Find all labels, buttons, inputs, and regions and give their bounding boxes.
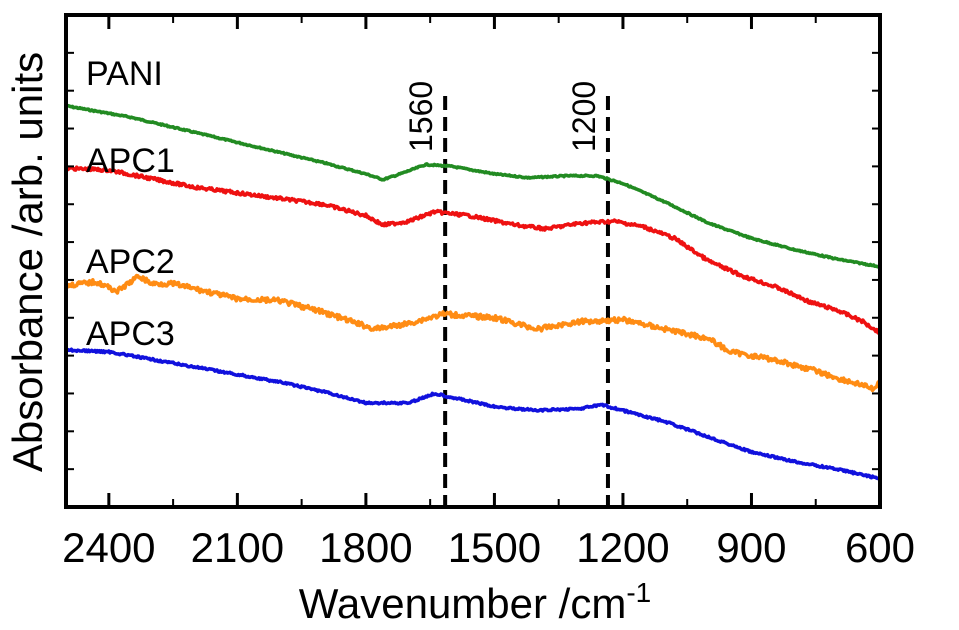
series-label-pani: PANI (86, 55, 163, 93)
x-axis-title: Wavenumber /cm-1 (299, 577, 651, 627)
label-layer: 2400 2100 1800 1500 1200 900 600 1560 1200 PANI AP… (62, 55, 915, 571)
y-axis-title: Absorbance /arb. units (4, 52, 51, 472)
series-line-apc3 (64, 347, 881, 481)
series-line-pani (65, 103, 881, 269)
tick-layer (66, 15, 882, 507)
x-tick-label: 1800 (319, 524, 412, 571)
series-label-apc3: APC3 (86, 315, 175, 353)
x-tick-label: 1200 (576, 524, 669, 571)
marker-label-1200: 1200 (566, 81, 602, 152)
x-tick-label: 1500 (448, 524, 541, 571)
x-axis-title-superscript: -1 (626, 577, 651, 608)
series-line-apc2 (64, 273, 882, 393)
plot-frame (64, 13, 882, 509)
series-label-apc1: APC1 (86, 142, 175, 180)
x-tick-label: 2100 (191, 524, 284, 571)
x-tick-label: 900 (716, 524, 786, 571)
series-layer (64, 103, 882, 481)
marker-layer (443, 96, 610, 507)
marker-label-1560: 1560 (403, 81, 439, 152)
series-line-apc1 (65, 165, 882, 336)
x-tick-label: 600 (845, 524, 915, 571)
x-tick-label: 2400 (62, 524, 155, 571)
series-label-apc2: APC2 (86, 243, 175, 281)
